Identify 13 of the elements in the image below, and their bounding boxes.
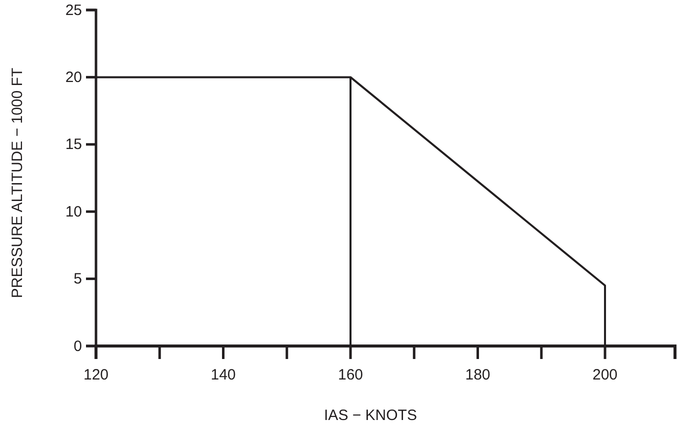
x-tick-label: 160 (338, 366, 364, 384)
x-tick-label: 140 (210, 366, 236, 384)
y-tick-label: 5 (74, 270, 82, 288)
x-tick-label: 120 (83, 366, 109, 384)
y-tick-label: 15 (65, 136, 82, 154)
y-tick-label: 10 (65, 203, 82, 220)
y-tick-label: 20 (65, 69, 82, 86)
y-tick-label: 25 (65, 2, 82, 19)
x-tick-label: 200 (592, 366, 618, 384)
x-axis-title: IAS − KNOTS (324, 407, 417, 424)
y-tick-label: 0 (74, 338, 82, 355)
y-axis-title: PRESSURE ALTITUDE − 1000 FT (9, 68, 26, 298)
x-tick-label: 180 (465, 366, 490, 384)
